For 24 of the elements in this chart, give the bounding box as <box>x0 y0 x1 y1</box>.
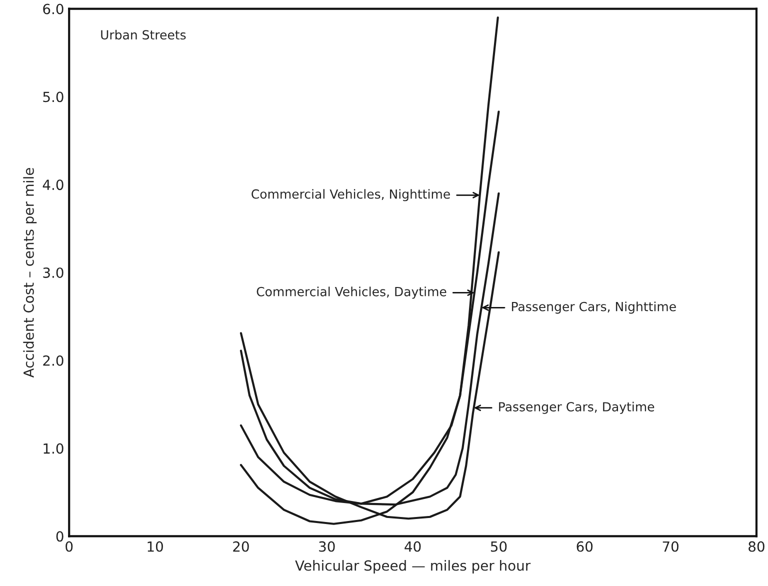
y-tick-label: 6.0 <box>43 4 64 14</box>
y-axis-title: Accident Cost – cents per mile <box>23 168 37 378</box>
x-tick-label: 20 <box>233 541 249 552</box>
annotation: Passenger Cars, Daytime <box>499 402 654 414</box>
annotation: Passenger Cars, Nighttime <box>512 302 676 314</box>
annotation: Commercial Vehicles, Daytime <box>256 286 446 299</box>
annotation: Commercial Vehicles, Nighttime <box>252 189 450 202</box>
y-tick-label: 1.0 <box>44 443 64 454</box>
x-tick-label: 70 <box>662 541 678 552</box>
x-tick-label: 80 <box>748 541 764 552</box>
x-axis-title: Vehicular Speed — miles per hour <box>295 560 531 574</box>
x-tick-label: 40 <box>404 541 421 552</box>
y-tick-label: 5.0 <box>43 92 64 102</box>
y-tick-label: 3.0 <box>43 267 64 278</box>
y-tick-label: 4.0 <box>42 180 64 190</box>
x-tick-label: 0 <box>66 541 73 552</box>
annotation: Urban Streets <box>101 30 186 40</box>
x-tick-label: 30 <box>319 541 335 552</box>
x-tick-label: 10 <box>148 541 163 552</box>
line-series <box>240 16 499 525</box>
y-tick-label: 0 <box>56 531 64 542</box>
x-tick-label: 60 <box>576 541 593 552</box>
y-tick-label: 2.0 <box>43 355 64 366</box>
x-tick-label: 50 <box>490 541 507 552</box>
